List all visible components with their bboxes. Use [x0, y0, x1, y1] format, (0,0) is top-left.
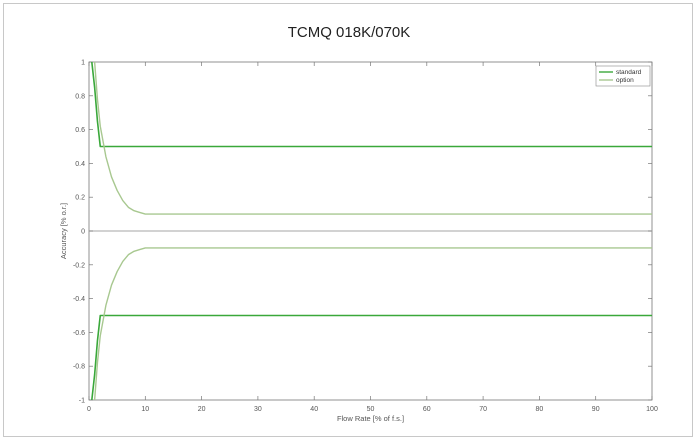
y-tick-label: 0.6 [75, 127, 85, 134]
x-tick-label: 70 [479, 406, 487, 413]
series-line-option-lower [93, 247, 652, 400]
chart-title: TCMQ 018K/070K [287, 24, 411, 41]
series-line-option-upper [93, 62, 652, 215]
x-tick-label: 100 [646, 406, 658, 413]
x-tick-label: 80 [536, 406, 544, 413]
y-tick-label: -0.6 [73, 330, 85, 337]
y-axis-label: Accuracy [% o.r.] [59, 203, 68, 259]
y-tick-label: -1 [79, 398, 85, 405]
x-axis-label: Flow Rate [% of f.s.] [337, 414, 404, 423]
series-line-standard-upper [91, 62, 652, 148]
x-tick-label: 60 [423, 406, 431, 413]
y-tick-label: -0.8 [73, 364, 85, 371]
x-tick-label: 40 [310, 406, 318, 413]
legend-label-standard: standard [616, 69, 642, 76]
y-tick-label: 0.8 [75, 93, 85, 100]
y-tick-label: 0.4 [75, 161, 85, 168]
x-tick-label: 50 [367, 406, 375, 413]
y-tick-label: -0.4 [73, 296, 85, 303]
y-tick-label: 0.2 [75, 195, 85, 202]
y-tick-label: 0 [81, 229, 85, 236]
x-tick-label: 90 [592, 406, 600, 413]
x-tick-label: 30 [254, 406, 262, 413]
y-tick-label: 1 [81, 60, 85, 67]
x-tick-label: 20 [198, 406, 206, 413]
legend-label-option: option [616, 77, 634, 84]
legend-box [595, 65, 651, 87]
x-tick-label: 0 [87, 406, 91, 413]
series-line-standard-lower [91, 314, 652, 400]
y-tick-label: -0.2 [73, 262, 85, 269]
x-tick-label: 10 [141, 406, 149, 413]
